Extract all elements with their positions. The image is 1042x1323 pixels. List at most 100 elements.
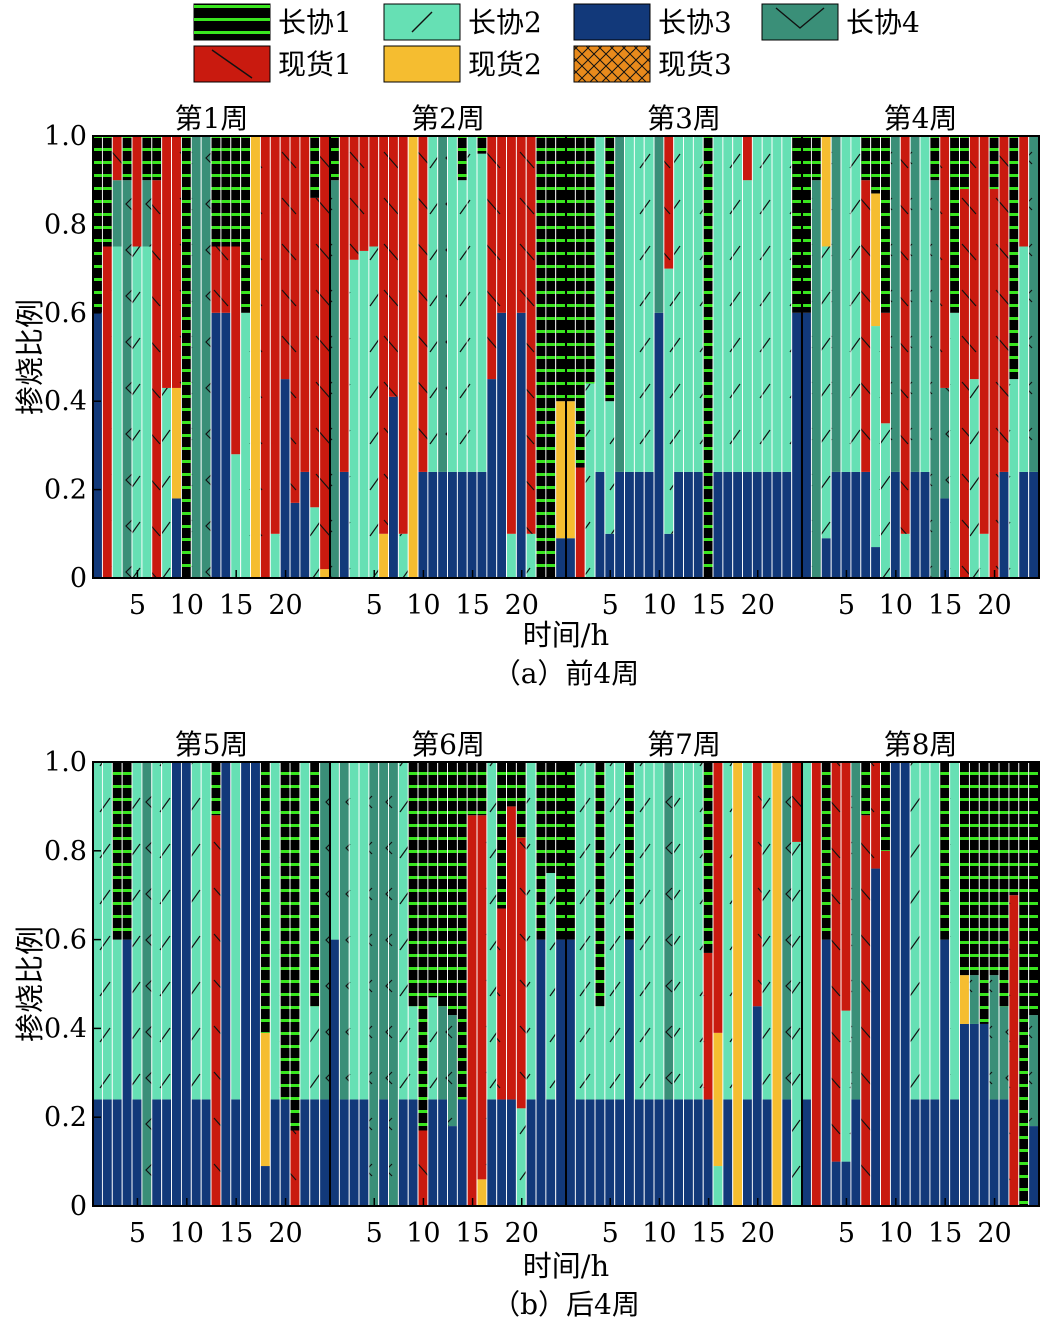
bar-segment-lx3 [231,1099,241,1206]
bar-segment-pattern-lx4 [654,136,664,313]
legend-item-lx1[interactable]: 长协1 [193,3,352,41]
bar-segment-lx3 [625,939,634,1206]
bar-segment-pattern-lx2 [802,762,811,1100]
bar-segment-pattern-lx2 [969,379,979,578]
bar-segment-pattern-lx1 [181,136,191,578]
bar-segment-pattern-lx4 [664,762,674,1100]
bar-segment-pattern-lx2 [950,762,960,1100]
bar-segment-pattern-lx2 [595,136,605,472]
bar-segment-pattern-lx1 [585,136,595,384]
bar-segment-pattern-lx1 [152,136,162,181]
bar-segment-pattern-lx2 [467,136,477,472]
bar-segment-lx3 [389,396,398,578]
bar-segment-pattern-lx4 [969,975,979,1024]
bar-segment-pattern-lx2 [191,762,201,1100]
legend-item-lx3[interactable]: 长协3 [573,3,732,41]
x-tick-label: 20 [505,1218,539,1249]
bar-segment-pattern-xh1 [497,908,507,1100]
bar-segment-lx3 [310,1099,320,1206]
bar-segment-lx3 [359,1099,369,1206]
bar-segment-lx3 [831,1161,841,1206]
bar-segment-xh2 [408,136,418,578]
bar-segment-pattern-lx4 [910,136,920,472]
bar-segment-lx3 [989,1099,999,1206]
legend-item-xh1[interactable]: 现货1 [193,45,352,83]
bar-segment-pattern-lx1 [1019,762,1029,1206]
bar-segment-lx3 [733,471,743,578]
panel-b-frame [92,761,1040,1207]
week-label: 第7周 [647,728,721,761]
x-tick-label: 15 [219,590,253,621]
x-tick-label: 5 [366,1218,383,1249]
bar-segment-lx3 [615,1099,625,1206]
bar-segment-lx3 [841,471,851,578]
bar-segment-pattern-xh1 [881,850,890,1206]
bar-segment-pattern-lx1 [703,762,713,953]
bar-segment-lx3 [595,471,605,578]
y-tick-label: 0.6 [44,298,87,329]
bar-segment-pattern-lx2 [644,762,654,1100]
x-tick-label: 5 [602,1218,619,1249]
bar-segment-pattern-xh1 [507,806,516,1100]
legend-item-xh3[interactable]: 现货3 [573,45,732,83]
bar-segment-pattern-xh1 [172,136,181,388]
bar-segment-lx3 [979,1023,989,1206]
x-tick-label: 10 [406,590,440,621]
bar-segment-pattern-lx2 [713,1166,723,1206]
bar-segment-lx3 [752,471,762,578]
bar-segment-pattern-lx4 [782,762,792,1100]
x-tick-label: 15 [928,590,962,621]
bar-segment-pattern-lx1 [625,762,634,940]
bar-segment-pattern-lx1 [950,136,960,313]
bar-segment-lx3 [910,471,920,578]
bar-segment-pattern-xh1 [811,762,821,1206]
bar-segment-lx3 [890,471,900,578]
bar-segment-pattern-lx1 [221,136,231,247]
bar-segment-pattern-lx2 [457,180,467,472]
x-tick-label: 20 [505,590,539,621]
bar-segment-pattern-xh1 [270,136,280,534]
legend-item-lx2[interactable]: 长协2 [383,3,542,41]
bar-segment-lx3 [615,471,625,578]
bar-segment-lx3 [339,471,349,578]
bar-segment-pattern-xh1 [516,837,526,1109]
bar-segment-pattern-lx2 [428,136,438,472]
week-label: 第6周 [411,728,485,761]
legend-label-xh3: 现货3 [658,48,732,81]
bar-segment-pattern-lx2 [634,136,644,472]
bar-segment-lx3 [654,1099,664,1206]
bar-segment-lx3 [93,1099,102,1206]
bar-segment-lx3 [448,471,457,578]
bar-segment-pattern-xh1 [516,136,526,313]
bar-segment-pattern-lx2 [162,387,172,578]
bar-segment-pattern-lx2 [605,762,615,1100]
bar-segment-pattern-lx2 [881,423,890,578]
bar-segment-lx3 [457,1099,467,1206]
bar-segment-pattern-xh1 [398,136,408,534]
bar-segment-lx3 [457,471,467,578]
bar-segment-pattern-xh1 [280,136,290,380]
panel-a: 00.20.40.60.81.0 5 10 15 20 5 10 15 20 5 10 15 20 5 1… [13,102,1040,690]
bar-segment-pattern-lx4 [369,762,379,1206]
x-tick-label: 20 [741,590,775,621]
legend-item-xh2[interactable]: 现货2 [383,45,542,83]
bar-segment-pattern-lx4 [989,975,999,1100]
bar-segment-lx3 [349,1099,359,1206]
bar-segment-pattern-lx2 [477,153,487,472]
bar-segment-lx3 [201,1099,211,1206]
panel-b-week-labels: 第5周 第6周 第7周 第8周 [175,728,958,761]
bar-segment-pattern-xh1 [467,815,477,1206]
bar-segment-pattern-lx2 [752,136,762,472]
bar-segment-pattern-lx1 [703,136,713,578]
y-tick-label: 0.8 [44,836,87,867]
bar-segment-pattern-xh1 [310,197,320,508]
bar-segment-pattern-lx4 [112,180,122,247]
bar-segment-lx3 [270,1099,280,1206]
x-tick-label: 5 [129,590,146,621]
bar-segment-pattern-lx1 [260,762,270,1033]
panel-a-week-separators [329,136,803,578]
bar-segment-lx3 [191,1099,201,1206]
bar-segment-pattern-xh1 [290,136,300,503]
legend-item-lx4[interactable]: 长协4 [761,3,920,41]
